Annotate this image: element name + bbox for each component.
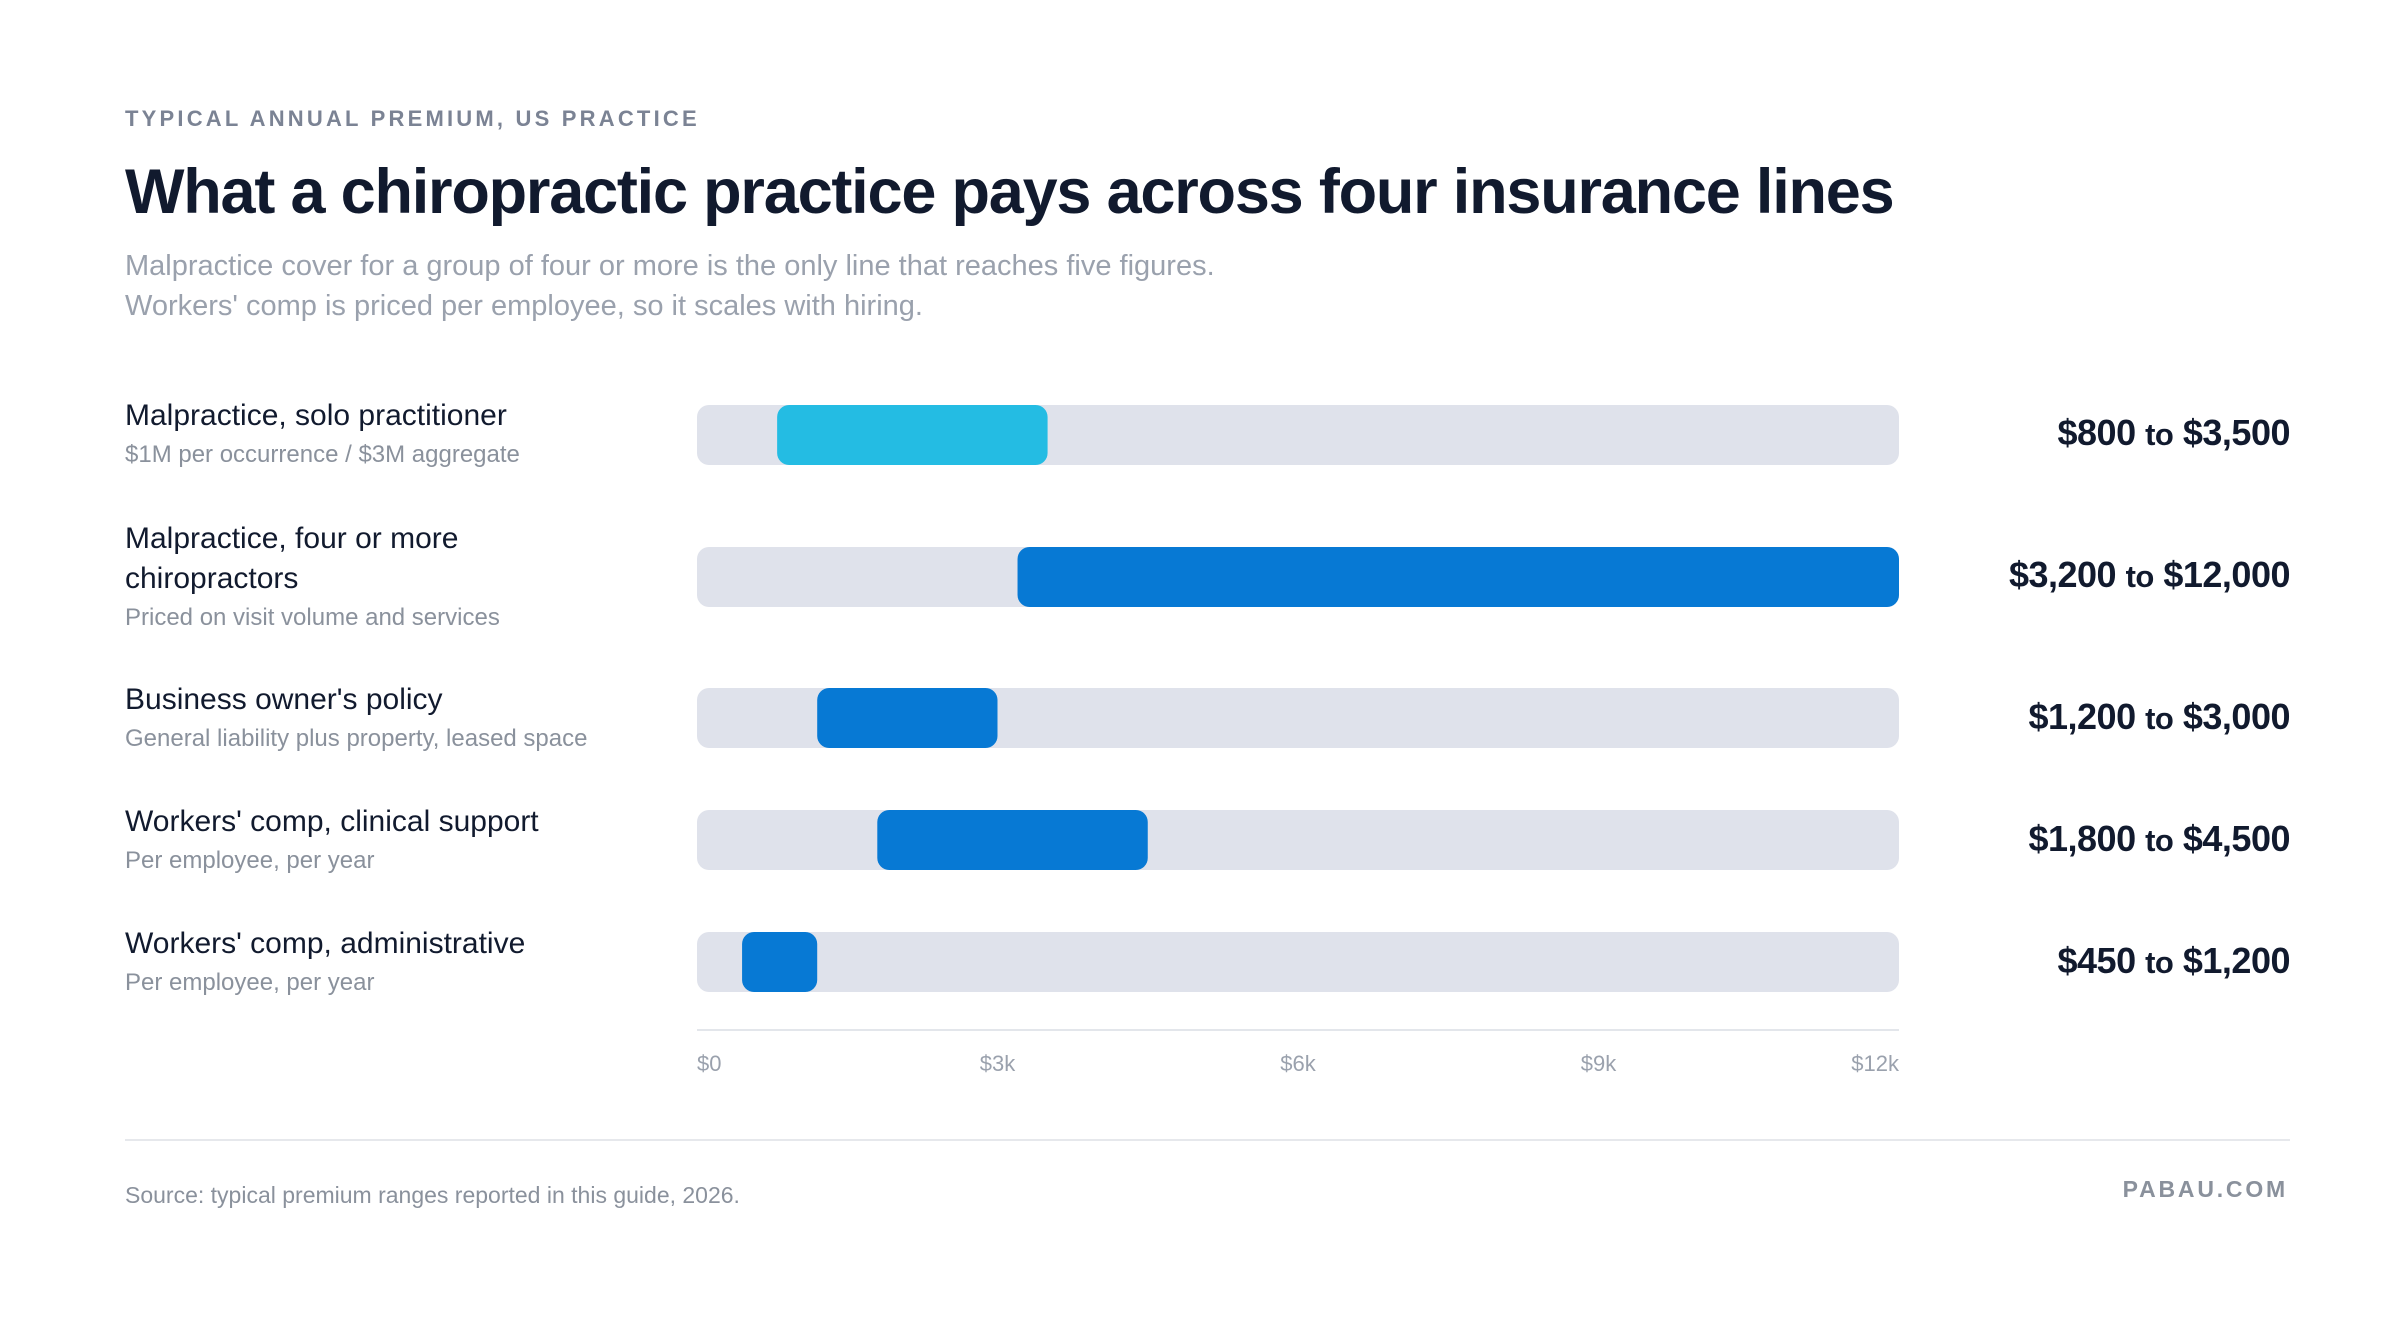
row-label-main: Malpractice, four or more chiropractors [125, 522, 459, 595]
range-from: $800 [2057, 412, 2137, 453]
row-label-sub: General liability plus property, leased … [125, 725, 588, 752]
subtitle-line-1: Malpractice cover for a group of four or… [125, 250, 1215, 282]
range-label-3: $1,200 to $3,000 [1870, 696, 2290, 738]
row-label-1: Malpractice, solo practitioner $1M per o… [125, 396, 665, 472]
range-label-2: $3,200 to $12,000 [1870, 554, 2291, 596]
range-bar [877, 810, 1148, 870]
range-to: $4,500 [2182, 818, 2291, 859]
range-joiner: to [2145, 417, 2174, 452]
range-from: $1,800 [2028, 818, 2136, 859]
row-label-main: Workers' comp, clinical support [125, 805, 539, 838]
bar-track [697, 932, 1899, 992]
row-label-sub: $1M per occurrence / $3M aggregate [125, 441, 520, 468]
brand-link[interactable]: PABAU.COM [2122, 1176, 2288, 1202]
row-label-3: Business owner's policy General liabilit… [125, 680, 665, 756]
row-label-sub: Priced on visit volume and services [125, 604, 500, 631]
row-label-sub: Per employee, per year [125, 847, 375, 874]
range-to: $3,500 [2182, 412, 2291, 453]
chart-subtitle: Malpractice cover for a group of four or… [125, 246, 1625, 326]
range-from: $3,200 [2008, 554, 2117, 595]
row-label-sub: Per employee, per year [125, 969, 375, 996]
row-label-4: Workers' comp, clinical support Per empl… [125, 802, 665, 878]
range-bar [742, 932, 818, 992]
range-label-4: $1,800 to $4,500 [1870, 818, 2290, 860]
range-from: $450 [2057, 940, 2137, 981]
range-joiner: to [2145, 823, 2174, 858]
range-joiner: to [2145, 945, 2174, 980]
x-tick-label: $12k [1851, 1051, 1900, 1076]
range-label-1: $800 to $3,500 [1870, 412, 2291, 454]
row-label-5: Workers' comp, administrative Per employ… [125, 924, 665, 1000]
x-tick-label: $0 [697, 1051, 721, 1076]
chart-eyebrow: TYPICAL ANNUAL PREMIUM, US PRACTICE [125, 106, 700, 131]
range-to: $3,000 [2182, 696, 2291, 737]
row-label-2: Malpractice, four or more chiropractors … [125, 519, 525, 635]
range-bar [817, 688, 998, 748]
range-bar [777, 405, 1048, 465]
range-joiner: to [2145, 701, 2174, 736]
chart-title: What a chiropractic practice pays across… [125, 157, 1895, 227]
source-note: Source: typical premium ranges reported … [125, 1182, 740, 1208]
range-bar [1017, 547, 1899, 607]
range-from: $1,200 [2028, 696, 2136, 737]
x-tick-label: $6k [1280, 1051, 1316, 1076]
range-to: $1,200 [2182, 940, 2291, 981]
row-label-main: Workers' comp, administrative [125, 927, 526, 960]
row-label-main: Business owner's policy [125, 683, 443, 716]
x-tick-label: $9k [1581, 1051, 1617, 1076]
row-label-main: Malpractice, solo practitioner [125, 399, 507, 432]
subtitle-line-2: Workers' comp is priced per employee, so… [125, 290, 923, 322]
range-to: $12,000 [2163, 554, 2290, 595]
x-tick-label: $3k [980, 1051, 1016, 1076]
footer-divider [125, 1139, 2290, 1141]
range-label-5: $450 to $1,200 [1870, 940, 2291, 982]
range-joiner: to [2125, 559, 2155, 594]
